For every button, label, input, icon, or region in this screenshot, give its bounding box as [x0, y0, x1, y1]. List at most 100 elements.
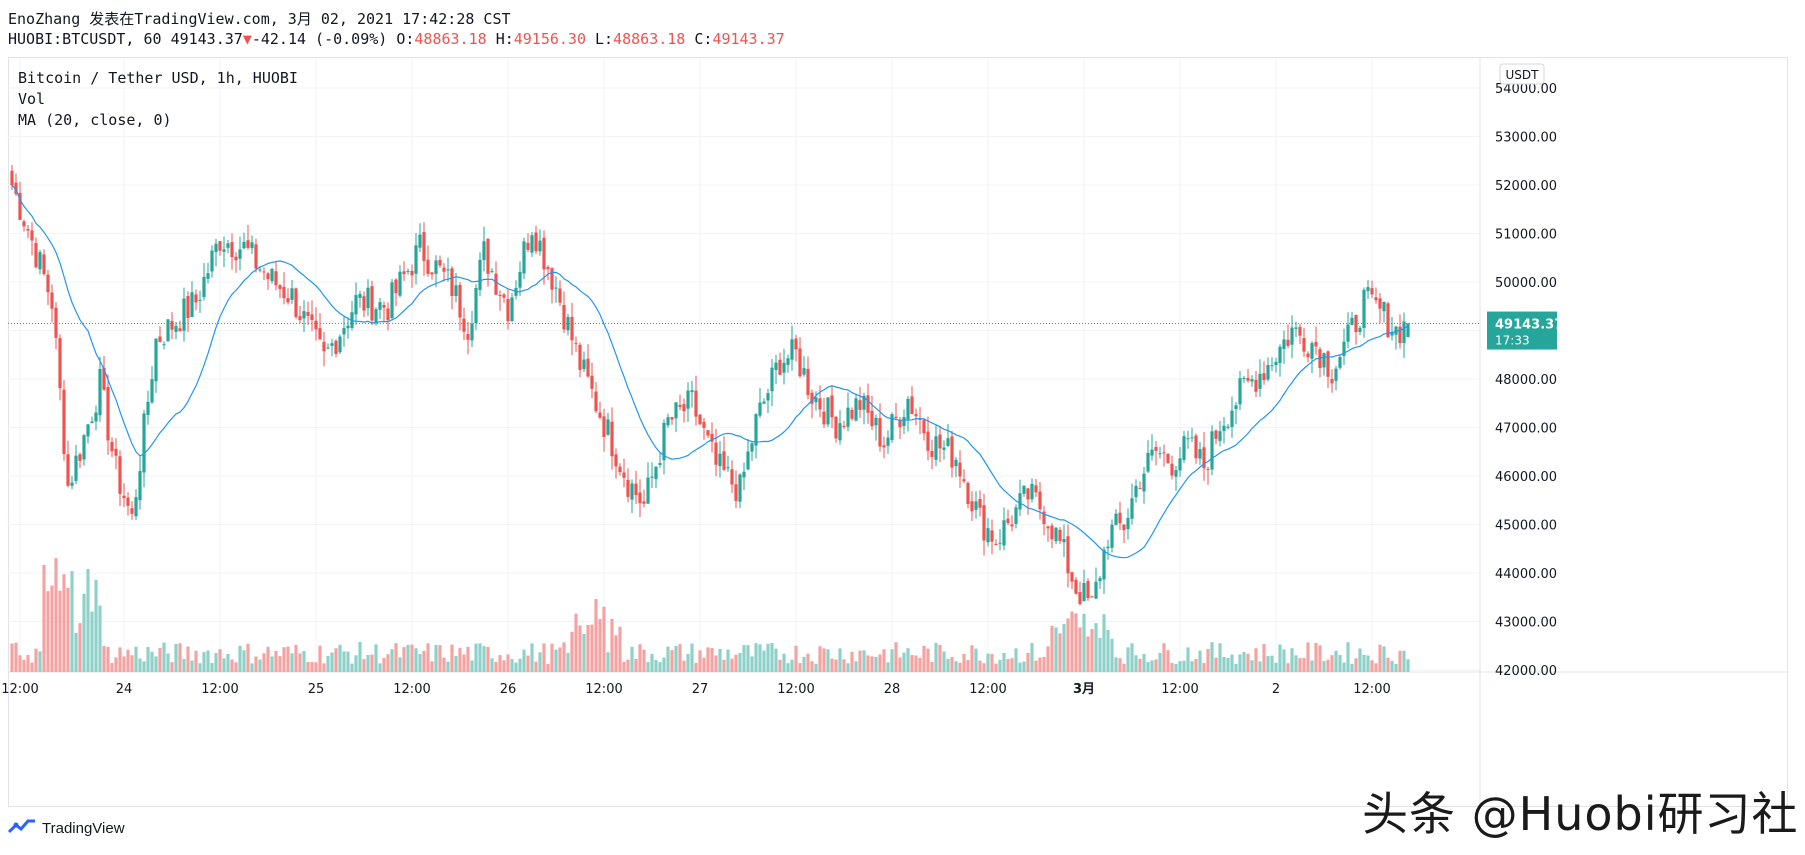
- candle-body: [702, 421, 706, 428]
- volume-bar: [866, 655, 870, 672]
- volume-bar: [126, 649, 130, 672]
- candle-body: [1250, 379, 1254, 382]
- volume-bar: [1230, 654, 1234, 672]
- candle-body: [50, 292, 54, 309]
- candle-body: [1002, 520, 1006, 546]
- volume-bar: [186, 646, 190, 672]
- candle-body: [1226, 426, 1230, 428]
- candle-body: [18, 192, 22, 220]
- volume-bar: [306, 661, 310, 672]
- volume-bar: [618, 626, 622, 672]
- volume-bar: [806, 653, 810, 672]
- candle-body: [802, 368, 806, 375]
- candle-body: [842, 425, 846, 427]
- volume-bar: [1218, 643, 1222, 672]
- candle-body: [1146, 452, 1150, 472]
- down-arrow-icon: ▼: [242, 30, 252, 48]
- volume-bar: [554, 649, 558, 672]
- volume-bar: [1354, 658, 1358, 672]
- volume-bar: [678, 644, 682, 672]
- volume-bar: [1306, 642, 1310, 672]
- volume-bar: [1350, 663, 1354, 672]
- candle-body: [154, 338, 158, 382]
- volume-bar: [106, 646, 110, 672]
- volume-bar: [450, 644, 454, 672]
- volume-bar: [578, 625, 582, 672]
- volume-bar: [702, 657, 706, 672]
- candle-body: [382, 305, 386, 308]
- volume-bar: [474, 643, 478, 672]
- candle-body: [838, 423, 842, 441]
- candle-body: [46, 274, 50, 293]
- candle-body: [1150, 449, 1154, 456]
- candle-body: [1098, 578, 1102, 582]
- candle-body: [1322, 353, 1326, 368]
- volume-bar: [266, 646, 270, 672]
- candle-body: [710, 433, 714, 442]
- candle-body: [1166, 453, 1170, 463]
- volume-bar: [370, 654, 374, 672]
- candle-body: [718, 453, 722, 467]
- candle-body: [1210, 431, 1214, 470]
- volume-bar: [362, 659, 366, 672]
- volume-bar: [350, 663, 354, 672]
- tradingview-logo[interactable]: TradingView: [8, 818, 125, 838]
- candle-body: [970, 501, 974, 512]
- x-tick-label: 12:00: [201, 682, 238, 697]
- volume-bar: [462, 654, 466, 672]
- volume-bar: [1346, 642, 1350, 672]
- legend-ma[interactable]: MA (20, close, 0): [18, 111, 172, 129]
- volume-bar: [794, 645, 798, 672]
- candle-body: [1114, 513, 1118, 525]
- candle-body: [130, 508, 134, 514]
- volume-bar: [38, 651, 42, 672]
- volume-bar: [234, 662, 238, 672]
- candle-body: [778, 359, 782, 375]
- volume-bar: [1382, 646, 1386, 672]
- volume-bar: [1282, 649, 1286, 672]
- volume-bar: [122, 656, 126, 672]
- volume-bar: [1010, 658, 1014, 672]
- candle-body: [1406, 323, 1410, 338]
- volume-bar: [1310, 660, 1314, 672]
- candle-body: [782, 362, 786, 373]
- candle-body: [1190, 437, 1194, 439]
- volume-bar: [582, 633, 586, 672]
- candle-body: [1198, 449, 1202, 459]
- candle-body: [1186, 438, 1190, 440]
- candle-body: [1222, 425, 1226, 432]
- candle-body: [198, 299, 202, 301]
- candle-body: [366, 287, 370, 309]
- candle-body: [274, 271, 278, 286]
- volume-bar: [990, 654, 994, 672]
- candle-body: [322, 341, 326, 352]
- candle-body: [230, 242, 234, 258]
- candle-body: [662, 422, 666, 461]
- volume-bar: [42, 564, 46, 672]
- candle-body: [986, 528, 990, 543]
- volume-bar: [398, 657, 402, 672]
- candle-body: [1014, 507, 1018, 524]
- candle-body: [694, 390, 698, 417]
- candle-body: [1130, 498, 1134, 519]
- candle-body: [74, 455, 78, 481]
- volume-bar: [502, 660, 506, 672]
- legend-title[interactable]: Bitcoin / Tether USD, 1h, HUOBI: [18, 69, 298, 87]
- candle-body: [1326, 351, 1330, 377]
- candle-body: [118, 456, 122, 494]
- candle-body: [454, 285, 458, 296]
- volume-bar: [1098, 638, 1102, 672]
- candle-body: [1058, 529, 1062, 541]
- legend-vol[interactable]: Vol: [18, 90, 46, 108]
- volume-bar: [118, 647, 122, 672]
- volume-bar: [1250, 660, 1254, 672]
- volume-bar: [302, 651, 306, 672]
- volume-bar: [810, 661, 814, 672]
- volume-bar: [1258, 661, 1262, 672]
- candle-body: [898, 420, 902, 428]
- volume-bar: [1318, 645, 1322, 672]
- volume-bar: [1090, 629, 1094, 672]
- candle-body: [1022, 485, 1026, 494]
- volume-bar: [286, 646, 290, 672]
